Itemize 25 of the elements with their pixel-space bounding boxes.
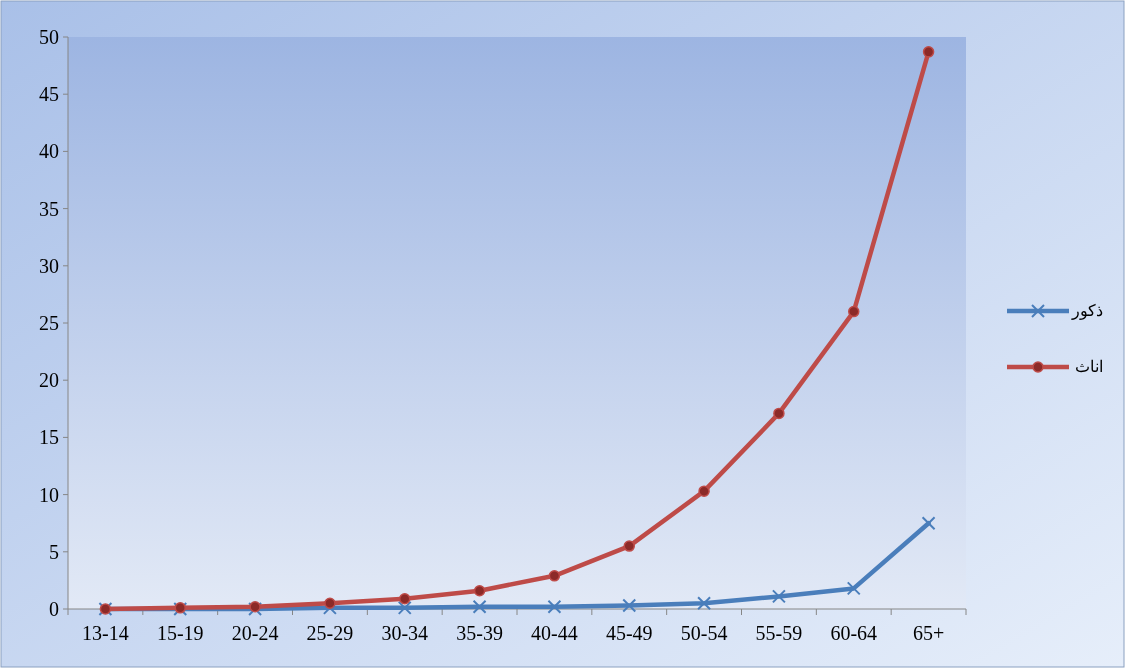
- y-tick-label: 25: [39, 312, 59, 334]
- x-tick-label: 65+: [912, 622, 945, 644]
- y-tick-label: 10: [39, 483, 59, 506]
- x-tick-label: 20-24: [231, 622, 279, 644]
- x-tick-label: 35-39: [456, 622, 503, 644]
- x-tick-label: 60-64: [830, 622, 878, 644]
- y-tick-label: 35: [39, 197, 59, 220]
- x-tick-label: 55-59: [755, 622, 803, 644]
- y-tick-label: 20: [39, 369, 59, 392]
- y-tick-label: 0: [49, 598, 59, 620]
- x-tick-label: 45-49: [605, 622, 653, 644]
- y-tick-label: 40: [39, 140, 59, 163]
- x-tick-label: 15-19: [156, 622, 204, 644]
- x-tick-label: 30-34: [381, 622, 429, 644]
- x-tick-label: 25-29: [306, 622, 354, 644]
- x-tick-label: 50-54: [680, 622, 728, 644]
- y-tick-label: 50: [39, 26, 59, 48]
- y-tick-label: 30: [39, 254, 59, 277]
- y-tick-label: 45: [39, 83, 59, 106]
- legend-label: ذكور: [1071, 302, 1103, 320]
- legend-label: اناث: [1075, 358, 1103, 375]
- x-tick-label: 40-44: [531, 622, 578, 644]
- y-tick-label: 15: [39, 426, 59, 449]
- y-tick-label: 5: [49, 540, 59, 563]
- x-tick-label: 13-14: [82, 622, 129, 644]
